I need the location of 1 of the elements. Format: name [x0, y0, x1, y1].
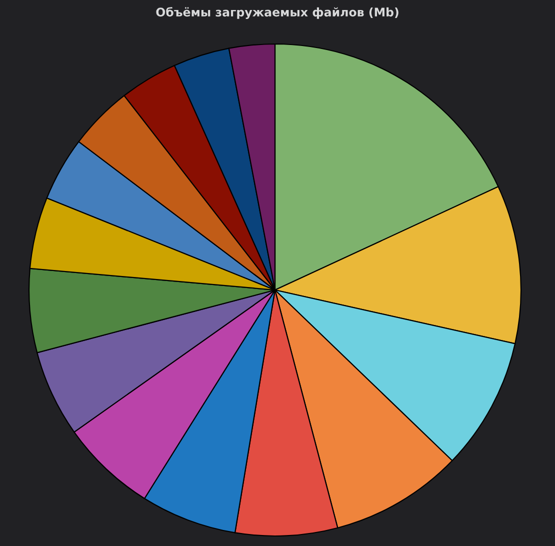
chart-title: Объёмы загружаемых файлов (Mb) — [156, 7, 398, 19]
